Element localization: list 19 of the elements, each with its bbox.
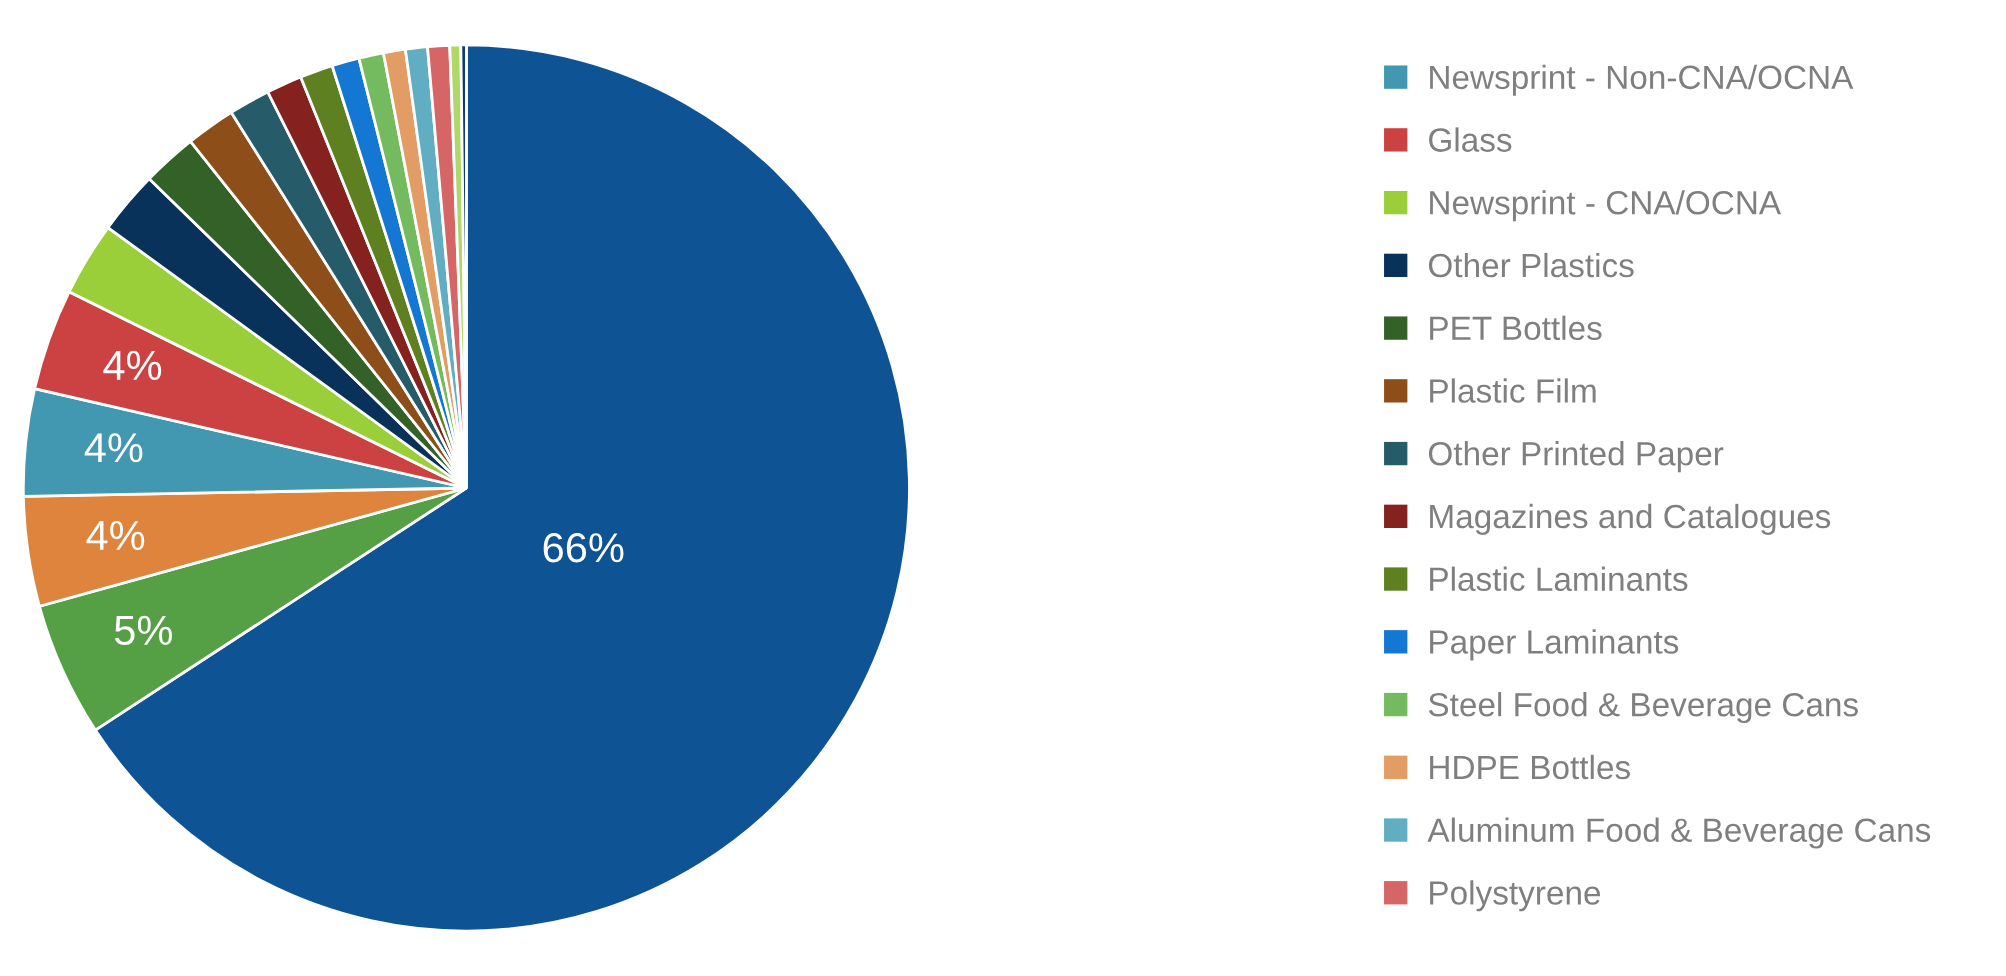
legend-label: Aluminum Food & Beverage Cans [1427,817,1931,849]
legend-label: Other Plastics [1428,252,1634,278]
legend-label: HDPE Bottles [1430,754,1630,780]
legend-label: Paper Laminants [1430,629,1679,661]
legend-label: Newsprint - Non-CNA/OCNA [1430,64,1854,96]
legend-label: Newsprint - CNA/OCNA [1430,190,1782,222]
legend-label: Polystyrene [1430,880,1601,912]
data-label: 5% [114,615,172,646]
legend-label: Plastic Laminants [1430,566,1688,592]
legend-label: Steel Food & Beverage Cans [1428,692,1858,724]
data-label: 66% [543,532,624,563]
legend-label: Magazines and Catalogues [1430,503,1831,535]
legend-label: PET Bottles [1430,315,1602,341]
data-label: 4% [84,433,143,463]
legend-label: Plastic Film [1430,378,1596,403]
legend-label: Other Printed Paper [1428,441,1724,473]
data-label: 4% [103,350,162,380]
data-label: 4% [86,520,145,551]
legend-label: Glass [1429,127,1512,152]
